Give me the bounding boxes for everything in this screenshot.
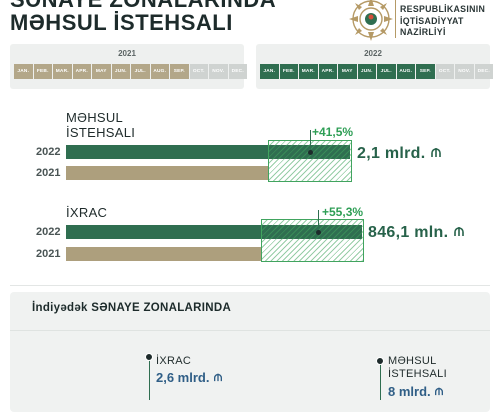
export-year-2022: 2022 [36,226,61,238]
month-strip-2022: JAN. FEB. MAR. APR. MAY JUN. JUL. AUG. SEP. OCT. N… [260,64,493,79]
cumulative-panel [10,292,490,412]
manat-icon [213,370,223,385]
export-bar-2021 [66,247,261,261]
cumulative-export-label: İXRAC [156,355,192,367]
manat-icon [434,384,444,399]
export-pin-dot [145,353,153,361]
month-left-may: MAY [92,64,111,79]
production-growth-label: +41,5% [312,125,354,139]
month-right-jan: JAN. [260,64,279,79]
month-right-sep: SEP. [416,64,435,79]
production-bar-2021 [66,166,269,180]
month-strip-2021: JAN. FEB. MAR. APR. MAY JUN. JUL. AUG. SEP. OCT. N… [14,64,247,79]
month-right-oct: OCT. [435,64,454,79]
cumulative-production-value: 8 mlrd. [388,384,444,399]
month-left-aug: AUG. [150,64,169,79]
cumulative-rule [10,330,490,331]
export-growth-area [261,219,364,262]
month-left-feb: FEB. [33,64,52,79]
export-year-2021: 2021 [36,248,61,260]
export-growth-line [318,210,319,232]
month-left-dec: DEC. [228,64,247,79]
production-value-text: 2,1 mlrd. [357,145,426,162]
month-left-jun: JUN. [111,64,130,79]
cumulative-export-value: 2,6 mlrd. [156,370,223,385]
month-left-nov: NOV. [209,64,228,79]
month-left-jul: JUL. [131,64,150,79]
production-value: 2,1 mlrd. [357,145,442,163]
month-left-apr: APR. [72,64,91,79]
production-label-line2: İSTEHSALI [66,125,136,140]
panel-year-2022: 2022 [364,49,382,58]
month-left-sep: SEP. [170,64,189,79]
month-right-jun: JUN. [357,64,376,79]
month-right-apr: APR. [318,64,337,79]
month-left-oct: OCT. [189,64,208,79]
months-panel-2021: 2021 JAN. FEB. MAR. APR. MAY JUN. JUL. AUG. SEP.… [10,44,247,89]
manat-icon [453,224,465,241]
cumulative-export-value-text: 2,6 mlrd. [156,370,210,385]
page-title-line1: SƏNAYE ZONALARINDA [10,0,276,13]
header-divider [395,0,396,38]
production-growth-line [310,130,311,152]
ministry-line1: RESPUBLİKASININ [400,4,486,14]
production-label-line1: MƏHSUL [66,110,124,125]
export-growth-dot [316,230,321,235]
cumulative-production-label: MƏHSUL İSTEHSALI [388,355,447,381]
month-right-may: MAY [338,64,357,79]
production-year-2021: 2021 [36,167,61,179]
ministry-line3: NAZİRLİYİ [400,27,446,37]
export-growth-label: +55,3% [322,205,364,219]
production-growth-dot [308,150,313,155]
panel-year-2021: 2021 [118,49,136,58]
month-left-mar: MAR. [53,64,72,79]
production-year-2022: 2022 [36,146,61,158]
month-right-feb: FEB. [279,64,298,79]
section-divider [10,285,490,286]
export-value: 846,1 mln. [368,224,465,242]
month-right-mar: MAR. [299,64,318,79]
month-right-aug: AUG. [396,64,415,79]
months-panel-2022: 2022 JAN. FEB. MAR. APR. MAY JUN. JUL. AUG. SEP.… [256,44,493,89]
manat-icon [430,145,442,162]
export-value-text: 846,1 mln. [368,224,449,241]
cumulative-title: İndiyədək SƏNAYE ZONALARINDA [32,302,232,314]
month-left-jan: JAN. [14,64,33,79]
cumulative-production-value-text: 8 mlrd. [388,384,431,399]
export-label: İXRAC [66,205,108,220]
ministry-line2: İQTİSADİYYAT [400,15,464,26]
month-right-dec: DEC. [474,64,493,79]
production-label: MƏHSUL İSTEHSALI [66,110,135,140]
month-right-nov: NOV. [455,64,474,79]
production-pin-dot [376,357,384,365]
page-title-line2: MƏHSUL İSTEHSALI [10,10,233,35]
cumulative-production-label-line1: MƏHSUL [388,355,437,367]
ministry-name: RESPUBLİKASININ İQTİSADİYYAT NAZİRLİYİ [400,4,485,39]
cumulative-production-label-line2: İSTEHSALI [388,368,447,380]
export-pin-line [149,358,150,400]
month-right-jul: JUL. [377,64,396,79]
production-pin-line [380,362,381,400]
azerbaijan-emblem-icon [349,0,393,41]
